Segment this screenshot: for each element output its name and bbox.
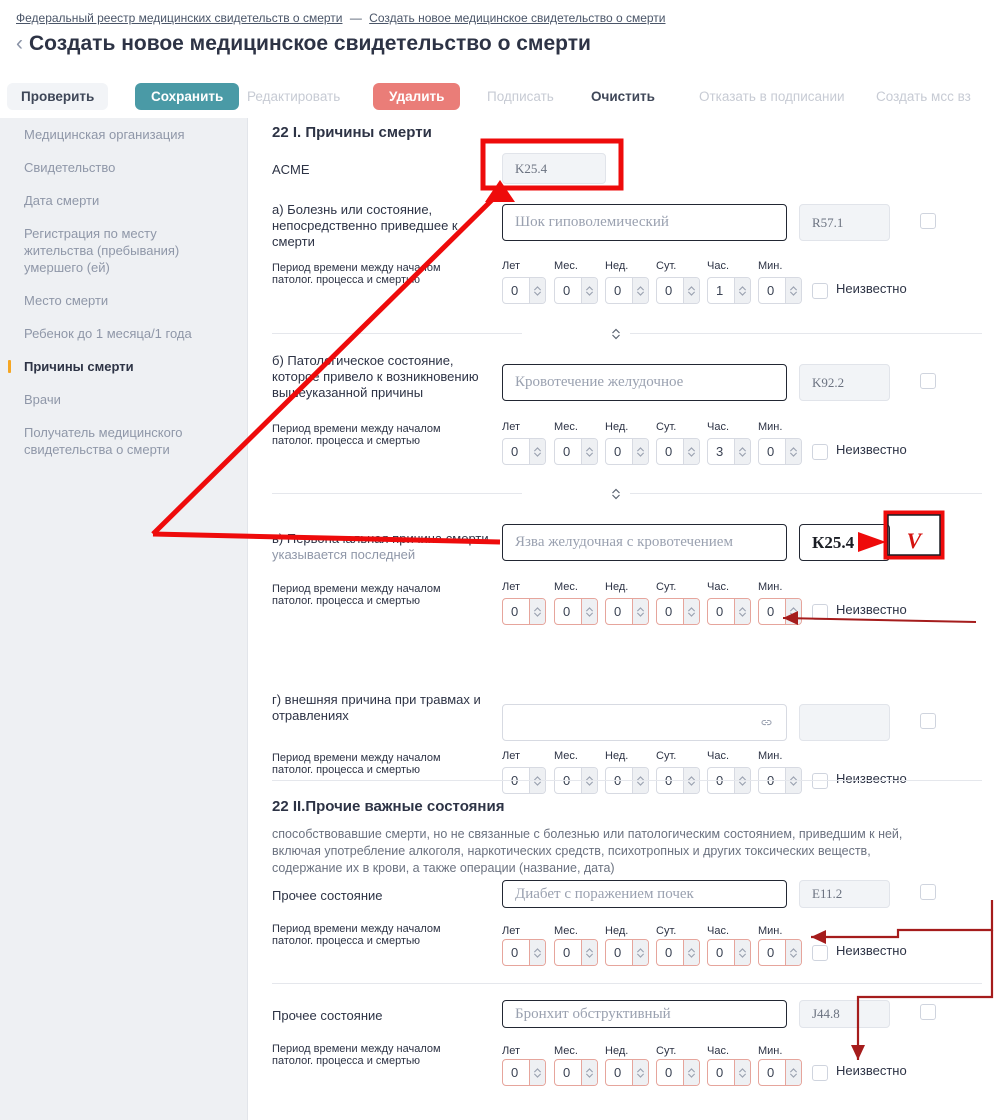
svg-text:V: V (907, 528, 924, 553)
